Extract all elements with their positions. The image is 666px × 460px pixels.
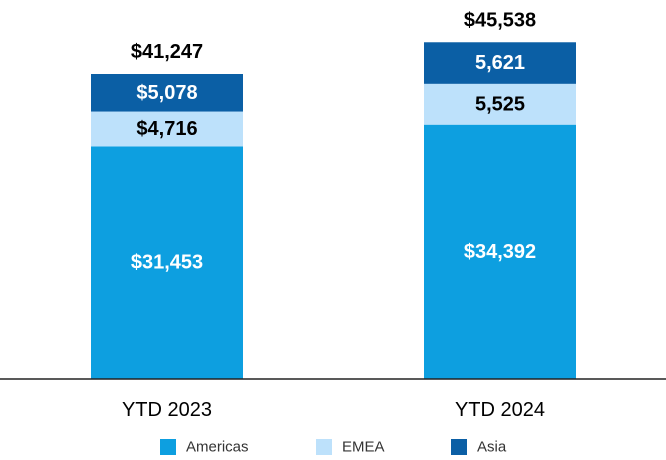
total-label-1: $41,247	[131, 41, 203, 63]
bar-americas-2	[424, 124, 576, 379]
bar-asia-1	[91, 74, 243, 112]
bar-americas-1	[91, 146, 243, 379]
total-label-2: $45,538	[464, 9, 536, 31]
bars-group: $31,453 $4,716 $5,078 $41,247 $34,392 5,525 5,…	[91, 9, 576, 379]
data-label-asia-2: 5,621	[475, 52, 525, 74]
legend-swatch-americas	[160, 439, 176, 455]
legend-swatch-emea	[316, 439, 332, 455]
category-label-1: YTD 2023	[122, 399, 212, 421]
legend-swatch-asia	[451, 439, 467, 455]
category-labels: YTD 2023 YTD 2024	[122, 399, 545, 421]
data-label-americas-2: $34,392	[464, 241, 536, 263]
legend-label-asia: Asia	[477, 439, 507, 456]
bar-emea-2	[424, 83, 576, 125]
category-label-2: YTD 2024	[455, 399, 545, 421]
legend: Americas EMEA Asia	[160, 439, 507, 456]
legend-label-emea: EMEA	[342, 439, 385, 456]
data-label-emea-2: 5,525	[475, 93, 525, 115]
bar-asia-2	[424, 42, 576, 84]
data-label-asia-1: $5,078	[136, 82, 197, 104]
legend-label-americas: Americas	[186, 439, 249, 456]
data-label-americas-1: $31,453	[131, 252, 203, 274]
data-label-emea-1: $4,716	[136, 118, 197, 140]
bar-emea-1	[91, 111, 243, 147]
